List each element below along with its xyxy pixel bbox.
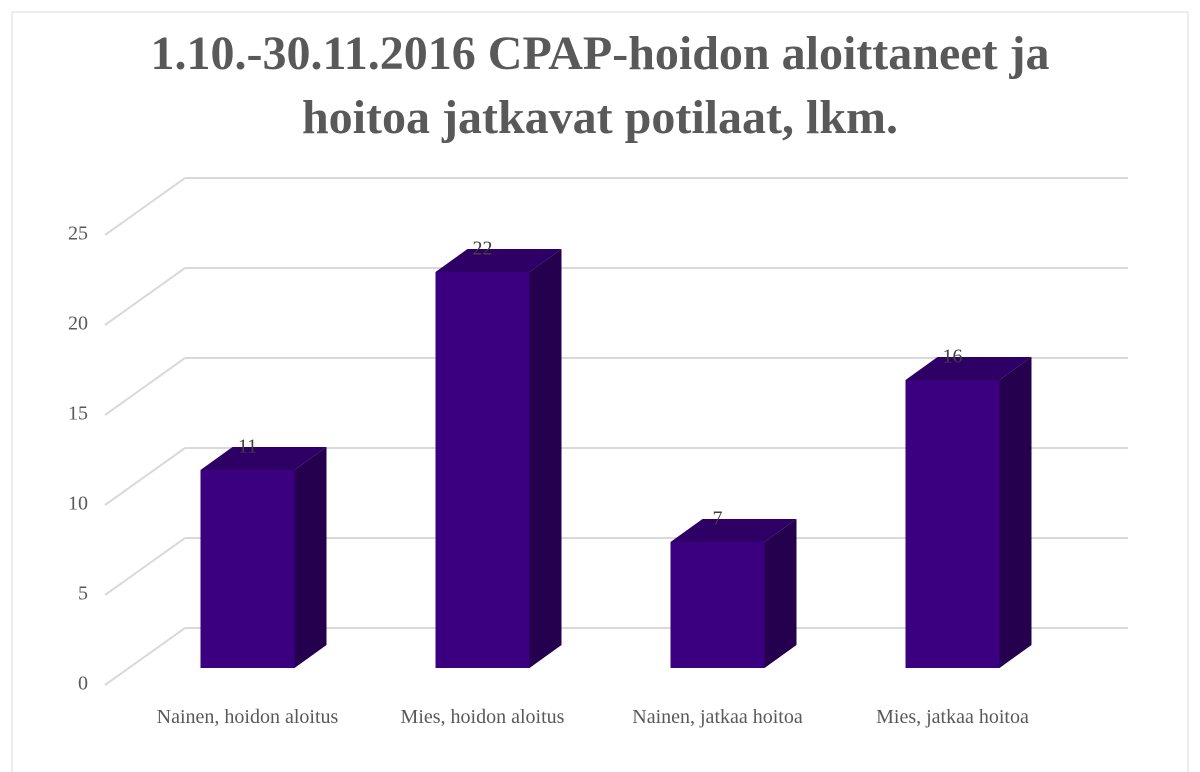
bar — [435, 272, 530, 668]
bar-side — [999, 357, 1032, 668]
y-tick-label: 15 — [68, 403, 88, 425]
data-label: 16 — [943, 346, 963, 368]
grid-line — [104, 447, 186, 506]
bar — [670, 542, 765, 668]
grid-line — [104, 267, 186, 326]
grid-line — [104, 177, 186, 236]
y-tick-label: 20 — [68, 313, 88, 335]
bar-top — [670, 519, 797, 542]
bar-side — [764, 519, 797, 668]
grid-line — [104, 357, 186, 416]
grid-line — [104, 537, 186, 596]
x-tick-label: Nainen, hoidon aloitus — [156, 706, 339, 728]
x-tick-label: Mies, hoidon aloitus — [400, 706, 565, 728]
grid-line — [104, 627, 186, 686]
bar-top — [905, 357, 1032, 380]
data-label: 22 — [473, 238, 493, 260]
bar-side — [529, 249, 562, 668]
data-label: 11 — [238, 436, 257, 458]
bar — [200, 470, 295, 668]
y-tick-label: 10 — [68, 493, 88, 515]
bar-top — [435, 249, 562, 272]
chart-border — [11, 11, 1189, 772]
bar-side — [294, 447, 327, 668]
x-tick-label: Nainen, jatkaa hoitoa — [632, 706, 803, 728]
bar-top — [200, 447, 327, 470]
y-tick-label: 25 — [68, 223, 88, 245]
bar — [905, 380, 1000, 668]
y-tick-label: 0 — [78, 673, 88, 695]
chart-title: 1.10.-30.11.2016 CPAP-hoidon aloittaneet… — [150, 27, 1050, 144]
x-tick-label: Mies, jatkaa hoitoa — [876, 706, 1029, 728]
y-tick-label: 5 — [78, 583, 88, 605]
data-label: 7 — [713, 508, 723, 530]
